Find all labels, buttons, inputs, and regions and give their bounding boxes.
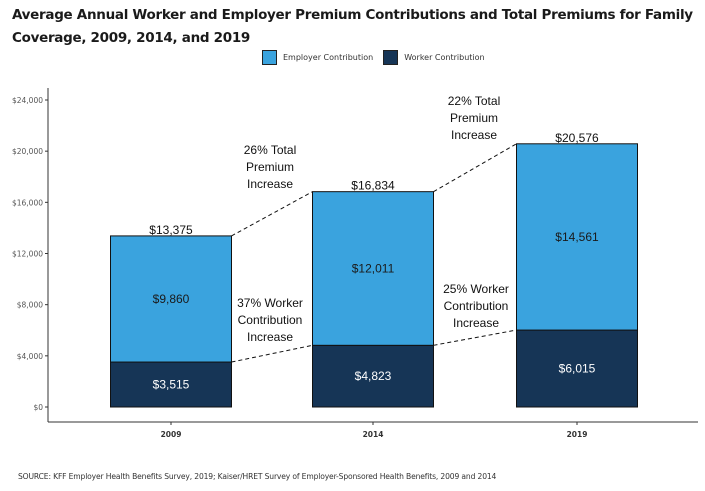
annotation-total-increase: 22% Total	[448, 94, 500, 108]
data-label-total: $20,576	[555, 131, 599, 145]
y-tick-label: $8,000	[17, 301, 43, 310]
y-tick-label: $20,000	[12, 147, 43, 156]
data-label-total: $13,375	[149, 223, 193, 237]
annotation-worker-increase: 37% Worker	[237, 296, 303, 310]
y-tick-label: $0	[33, 403, 43, 412]
source-note: SOURCE: KFF Employer Health Benefits Sur…	[18, 472, 497, 481]
annotation-total-increase: Increase	[247, 177, 293, 191]
bar-worker-2019	[516, 329, 638, 408]
legend-item-worker: Worker Contribution	[383, 50, 485, 65]
x-tick-label: 2019	[567, 430, 588, 439]
data-label-employer: $9,860	[153, 292, 190, 306]
bar-employer-2009	[110, 235, 232, 363]
y-tick-label: $4,000	[17, 352, 43, 361]
worker-increase-connector	[433, 329, 517, 346]
data-label-employer: $12,011	[352, 261, 395, 275]
y-tick-label: $24,000	[12, 96, 43, 105]
annotation-total-increase: Premium	[450, 111, 498, 125]
legend-item-employer: Employer Contribution	[262, 50, 373, 65]
data-label-worker: $3,515	[153, 378, 190, 392]
x-tick-label: 2014	[363, 430, 384, 439]
legend-label-employer: Employer Contribution	[283, 53, 374, 62]
legend-label-worker: Worker Contribution	[404, 53, 485, 62]
data-label-total: $16,834	[351, 179, 395, 193]
legend-swatch-worker	[383, 50, 399, 65]
bar-worker-2014	[312, 344, 434, 408]
total-increase-connector	[231, 191, 313, 237]
annotation-total-increase: 26% Total	[244, 143, 296, 157]
annotation-worker-increase: Contribution	[238, 313, 303, 327]
legend-swatch-employer	[262, 50, 277, 65]
y-tick-label: $16,000	[12, 198, 43, 207]
chart-title: Average Annual Worker and Employer Premi…	[12, 7, 693, 46]
annotation-worker-increase: Increase	[247, 330, 293, 344]
annotation-worker-increase: 25% Worker	[443, 282, 509, 296]
annotation-worker-increase: Increase	[453, 316, 499, 330]
x-tick-label: 2009	[161, 430, 182, 439]
annotation-total-increase: Increase	[451, 128, 497, 142]
data-label-worker: $4,823	[355, 369, 392, 383]
bar-employer-2014	[312, 191, 434, 346]
data-label-worker: $6,015	[559, 362, 596, 376]
total-increase-connector	[433, 143, 517, 193]
worker-increase-connector	[231, 344, 313, 363]
annotation-worker-increase: Contribution	[444, 299, 509, 313]
annotation-total-increase: Premium	[246, 160, 294, 174]
y-tick-label: $12,000	[12, 250, 43, 259]
bar-employer-2019	[516, 143, 638, 331]
legend: Employer Contribution Worker Contributio…	[262, 50, 495, 65]
bar-worker-2009	[110, 361, 232, 408]
data-label-employer: $14,561	[555, 230, 599, 244]
